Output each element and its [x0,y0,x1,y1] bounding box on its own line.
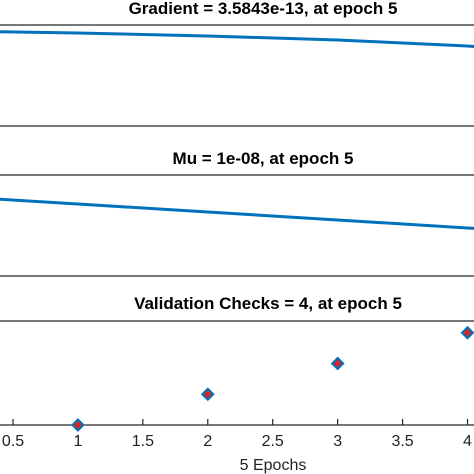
validation-point [330,356,345,371]
mu-panel [0,174,474,277]
validation-x-ticks: 0.5 1 1.5 2 2.5 3 3.5 4 [2,419,472,450]
x-tick-label: 0.5 [2,433,24,450]
mu-series-line [0,197,474,230]
mu-panel-title: Mu = 1e-08, at epoch 5 [173,149,354,168]
x-tick-label: 2.5 [262,433,284,450]
gradient-panel-title: Gradient = 3.5843e-13, at epoch 5 [129,0,398,18]
validation-points [71,325,474,432]
gradient-panel [0,24,474,127]
validation-point [200,387,215,402]
validation-point [460,325,474,340]
gradient-series-line [0,30,474,49]
x-tick-label: 3.5 [391,433,413,450]
x-axis-label: 5 Epochs [240,457,307,474]
validation-panel: 0.5 1 1.5 2 2.5 3 3.5 4 [0,320,474,450]
x-tick-label: 3 [333,433,342,450]
x-tick-label: 1 [73,433,82,450]
validation-point [71,418,85,432]
x-tick-label: 2 [203,433,212,450]
x-tick-label: 1.5 [132,433,154,450]
validation-panel-title: Validation Checks = 4, at epoch 5 [134,294,402,313]
x-tick-label: 4 [463,433,472,450]
